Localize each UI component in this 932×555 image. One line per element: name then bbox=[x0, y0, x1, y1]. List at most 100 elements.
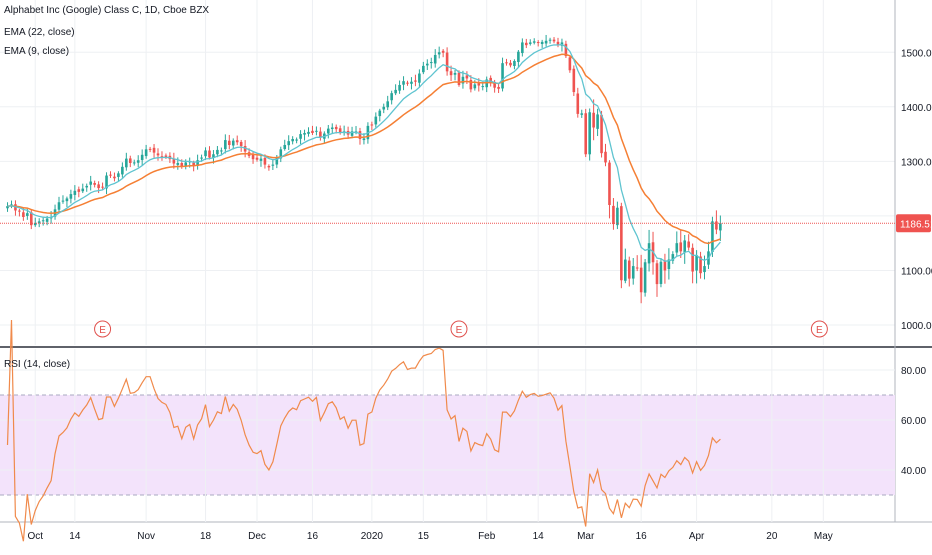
candle-body bbox=[224, 140, 227, 150]
chart-title[interactable]: Alphabet Inc (Google) Class C, 1D, Cboe … bbox=[4, 5, 210, 16]
candle-body bbox=[184, 162, 188, 166]
candle-body bbox=[715, 221, 718, 230]
candle-body bbox=[164, 155, 168, 157]
earnings-marker-label: E bbox=[816, 325, 823, 336]
candle-body bbox=[699, 256, 702, 274]
candles-layer bbox=[6, 34, 722, 304]
candle-body bbox=[101, 186, 104, 188]
candle-body bbox=[259, 158, 263, 161]
candle-body bbox=[22, 212, 25, 217]
candle-body bbox=[73, 190, 77, 195]
candle-body bbox=[156, 153, 160, 156]
price-tick-label: 1000.00 bbox=[901, 321, 932, 332]
earnings-marker bbox=[94, 320, 112, 338]
candle-body bbox=[620, 206, 623, 281]
earnings-marker-label: E bbox=[456, 325, 463, 336]
candle-body bbox=[433, 54, 437, 64]
candle-body bbox=[33, 222, 37, 226]
candle-body bbox=[208, 150, 211, 158]
legend-ema22[interactable]: EMA (22, close) bbox=[4, 27, 75, 38]
time-tick-label: Dec bbox=[248, 531, 266, 542]
candle-body bbox=[374, 116, 378, 125]
candle-body bbox=[414, 80, 417, 82]
candle-body bbox=[671, 254, 675, 261]
price-tick-label: 1500.00 bbox=[901, 48, 932, 59]
candle-body bbox=[517, 51, 520, 62]
candle-body bbox=[584, 113, 588, 155]
candle-body bbox=[568, 57, 572, 71]
price-tick-label: 1100.00 bbox=[901, 266, 932, 277]
candle-body bbox=[275, 158, 279, 165]
candle-body bbox=[592, 112, 595, 128]
candle-body bbox=[136, 160, 140, 163]
candle-body bbox=[505, 62, 508, 64]
rsi-layer bbox=[6, 319, 721, 542]
candle-body bbox=[687, 241, 690, 248]
ema9-line bbox=[7, 43, 721, 262]
candle-body bbox=[370, 124, 374, 126]
candle-body bbox=[489, 77, 492, 83]
candle-body bbox=[501, 63, 504, 89]
candle-body bbox=[144, 149, 148, 157]
candle-body bbox=[307, 131, 310, 134]
axes-layer: 1000.00 1100.00 1300.00 1400.00 1500.00 40.00… bbox=[27, 48, 932, 542]
candle-body bbox=[647, 243, 651, 264]
candle-body bbox=[612, 205, 615, 225]
candle-body bbox=[445, 52, 449, 72]
ema22-line bbox=[7, 53, 721, 245]
time-tick-label: Feb bbox=[478, 531, 496, 542]
candle-body bbox=[81, 188, 85, 192]
candle-body bbox=[140, 154, 144, 161]
legend-rsi[interactable]: RSI (14, close) bbox=[4, 359, 71, 370]
candle-body bbox=[172, 158, 176, 164]
candle-body bbox=[695, 255, 698, 271]
legend-ema9[interactable]: EMA (9, close) bbox=[4, 46, 70, 57]
rsi-tick-label: 60.00 bbox=[901, 416, 926, 427]
time-tick-label: 14 bbox=[533, 531, 545, 542]
time-tick-label: 16 bbox=[636, 531, 648, 542]
candle-body bbox=[493, 81, 496, 88]
candle-body bbox=[509, 62, 512, 66]
candle-body bbox=[279, 149, 283, 159]
candle-body bbox=[382, 106, 386, 110]
candle-body bbox=[128, 158, 132, 163]
candle-body bbox=[243, 146, 247, 152]
candle-body bbox=[192, 162, 195, 166]
candle-body bbox=[10, 204, 13, 206]
candle-body bbox=[125, 158, 128, 168]
candle-body bbox=[655, 263, 659, 285]
candle-body bbox=[113, 176, 116, 179]
candle-body bbox=[89, 181, 92, 185]
candle-body bbox=[588, 112, 591, 155]
candle-body bbox=[473, 84, 477, 89]
candle-body bbox=[69, 194, 73, 199]
candle-body bbox=[26, 213, 29, 216]
candle-body bbox=[204, 150, 207, 157]
candle-body bbox=[449, 71, 453, 76]
candle-body bbox=[453, 72, 457, 75]
candle-body bbox=[231, 140, 235, 146]
candle-body bbox=[61, 200, 65, 202]
candle-body bbox=[426, 63, 429, 66]
candle-body bbox=[711, 221, 714, 252]
candle-body bbox=[271, 164, 275, 166]
candle-body bbox=[378, 110, 382, 117]
candle-body bbox=[93, 183, 96, 185]
candle-body bbox=[532, 41, 536, 43]
candle-body bbox=[481, 86, 485, 88]
last-price-badge bbox=[896, 214, 931, 233]
candle-body bbox=[429, 62, 433, 64]
candle-body bbox=[283, 144, 287, 150]
candle-body bbox=[683, 240, 687, 253]
earnings-marker bbox=[810, 320, 828, 338]
candle-body bbox=[326, 128, 330, 134]
candle-body bbox=[600, 114, 603, 154]
candle-body bbox=[362, 138, 366, 141]
candle-body bbox=[410, 81, 413, 84]
candle-body bbox=[540, 41, 544, 45]
candle-body bbox=[525, 42, 528, 46]
candle-body bbox=[18, 210, 21, 212]
candle-body bbox=[437, 52, 441, 55]
